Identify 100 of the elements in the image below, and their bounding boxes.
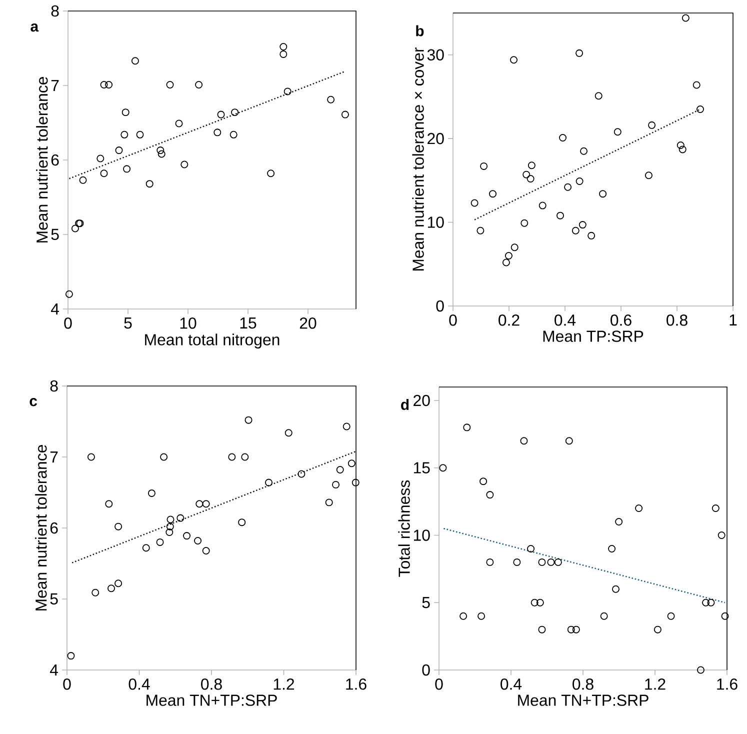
point — [576, 178, 584, 186]
point — [105, 81, 113, 88]
point — [341, 110, 349, 118]
point — [105, 500, 113, 508]
point — [244, 416, 252, 424]
point — [538, 558, 546, 566]
point — [332, 480, 340, 488]
point — [280, 50, 288, 58]
y-tick-label: 5 — [51, 228, 59, 240]
point — [136, 130, 144, 138]
point — [580, 147, 588, 155]
y-tick-label: 20 — [414, 394, 430, 406]
point — [79, 176, 87, 184]
point — [142, 544, 150, 552]
x-tick-label: 5 — [124, 318, 132, 329]
point — [578, 221, 586, 229]
point — [120, 130, 128, 138]
point — [718, 531, 726, 539]
point — [702, 598, 710, 606]
point — [176, 514, 184, 522]
point — [556, 212, 564, 220]
point — [559, 134, 567, 142]
point — [202, 546, 210, 554]
point — [682, 14, 690, 22]
point — [565, 437, 573, 445]
point — [480, 478, 488, 486]
point — [526, 175, 534, 182]
point — [180, 160, 188, 168]
x-tick-label: 15 — [240, 318, 256, 329]
point — [230, 130, 238, 138]
y-axis-title: Mean nutrient tolerance — [36, 77, 48, 242]
y-tick-label: 5 — [50, 593, 58, 605]
point — [712, 504, 720, 512]
x-tick-label: 0.2 — [498, 314, 520, 326]
point — [195, 81, 203, 88]
point — [486, 558, 494, 566]
point — [594, 92, 602, 100]
x-tick-label: 1.6 — [717, 678, 738, 690]
x-tick-label: 0.8 — [201, 678, 222, 690]
point — [599, 190, 607, 198]
point — [480, 162, 488, 170]
point — [92, 588, 100, 596]
text: c — [30, 398, 38, 406]
y-tick-label: 0 — [436, 300, 444, 312]
y-tick-label: 30 — [427, 49, 444, 60]
point — [696, 106, 704, 114]
point — [122, 108, 130, 116]
point — [615, 518, 623, 526]
x-tick-label: 20 — [300, 318, 316, 329]
point — [114, 522, 122, 530]
point — [71, 224, 79, 232]
point — [567, 626, 575, 634]
point — [166, 516, 174, 524]
y-tick-label: 7 — [51, 80, 59, 91]
point — [678, 146, 686, 154]
point — [166, 522, 174, 530]
point — [608, 544, 616, 552]
y-tick-label: 6 — [50, 522, 58, 534]
x-tick-label: 0 — [63, 678, 71, 690]
point — [100, 81, 108, 88]
x-tick-label: 0.6 — [610, 314, 632, 326]
point — [520, 437, 528, 445]
point — [564, 183, 572, 191]
y-tick-label: 6 — [51, 154, 59, 166]
y-tick-label: 0 — [422, 664, 430, 676]
x-tick-label: 0 — [449, 314, 457, 326]
x-tick-label: 0.8 — [572, 678, 594, 690]
point — [158, 150, 166, 158]
x-tick-label: 0.8 — [666, 314, 688, 326]
point — [522, 170, 530, 178]
y-axis-title: Total richness — [398, 480, 410, 577]
point — [327, 96, 335, 104]
point — [721, 612, 729, 620]
point — [439, 464, 447, 472]
point — [298, 470, 306, 478]
point — [676, 142, 684, 150]
point — [614, 128, 622, 136]
point — [538, 626, 546, 634]
point — [166, 81, 174, 88]
point — [67, 652, 75, 660]
x-axis-title: Mean TP:SRP — [543, 330, 644, 342]
point — [265, 478, 273, 486]
y-tick-label: 10 — [414, 530, 430, 541]
point — [460, 612, 468, 620]
point — [194, 537, 202, 545]
point — [478, 612, 486, 620]
point — [123, 165, 131, 173]
point — [510, 244, 518, 252]
text: b — [416, 25, 424, 36]
point — [228, 453, 236, 461]
point — [65, 290, 73, 298]
text: d — [401, 399, 409, 410]
y-tick-label: 4 — [50, 664, 58, 676]
point — [348, 460, 356, 468]
y-tick-label: 20 — [428, 132, 444, 144]
point — [510, 56, 518, 64]
point — [196, 500, 204, 508]
y-axis-title: Mean nutrient tolerance — [35, 445, 47, 610]
point — [284, 429, 292, 437]
y-axis-title: Mean nutrient tolerance × cover — [412, 47, 424, 270]
